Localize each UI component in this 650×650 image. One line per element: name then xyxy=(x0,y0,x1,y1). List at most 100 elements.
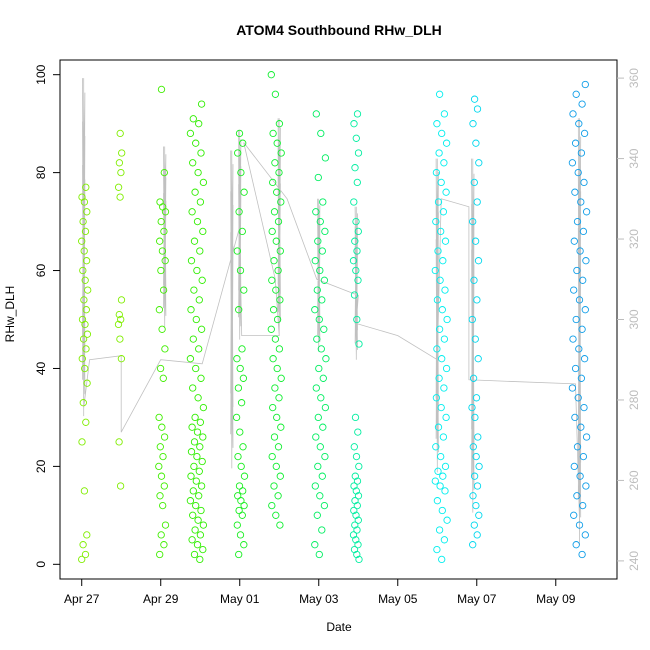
data-point xyxy=(439,208,448,216)
data-point xyxy=(234,149,242,157)
x-tick-label: May 09 xyxy=(536,592,576,606)
chart-title: ATOM4 Southbound RHw_DLH xyxy=(236,22,442,38)
data-point xyxy=(161,521,170,529)
data-point xyxy=(193,452,201,461)
data-point xyxy=(277,423,285,431)
data-point xyxy=(474,433,482,441)
data-point xyxy=(155,306,164,314)
data-point xyxy=(436,482,444,490)
data-point xyxy=(443,315,451,324)
data-point xyxy=(570,462,578,471)
data-point xyxy=(472,394,481,402)
data-point xyxy=(117,355,126,363)
data-point xyxy=(578,100,586,108)
data-point xyxy=(470,472,479,480)
data-point xyxy=(82,183,90,191)
data-point xyxy=(311,257,319,265)
data-point xyxy=(317,345,325,353)
data-point xyxy=(237,462,245,471)
data-point xyxy=(78,193,86,201)
data-point xyxy=(351,497,359,505)
data-point xyxy=(352,134,360,142)
data-point xyxy=(571,364,580,373)
data-point xyxy=(573,217,582,226)
data-point xyxy=(233,355,241,363)
data-point xyxy=(350,198,358,206)
data-point xyxy=(268,276,276,284)
data-point xyxy=(80,247,88,255)
data-point xyxy=(321,227,329,236)
data-point xyxy=(316,217,324,226)
data-point xyxy=(78,315,87,324)
data-point xyxy=(469,443,477,451)
data-point xyxy=(239,374,248,382)
data-point xyxy=(197,374,205,382)
data-point xyxy=(190,438,199,446)
data-point xyxy=(440,159,448,167)
data-point xyxy=(314,462,322,471)
data-point xyxy=(442,139,451,147)
data-point xyxy=(579,227,588,236)
data-point xyxy=(434,198,443,206)
data-point xyxy=(189,384,197,392)
data-point xyxy=(575,296,584,304)
data-point xyxy=(158,247,167,255)
data-point xyxy=(352,511,360,519)
data-point xyxy=(189,335,197,343)
data-point xyxy=(237,168,245,177)
data-point xyxy=(238,227,246,236)
data-point xyxy=(317,129,325,138)
data-point xyxy=(192,139,200,147)
data-point xyxy=(573,443,582,451)
data-point xyxy=(472,501,480,510)
data-point xyxy=(353,550,361,559)
data-point xyxy=(275,345,284,353)
data-point xyxy=(311,482,319,490)
data-point xyxy=(573,492,581,500)
data-point xyxy=(441,487,449,495)
data-point xyxy=(118,149,126,157)
data-point xyxy=(156,550,164,559)
data-point xyxy=(233,247,241,255)
y-tick-label: 80 xyxy=(34,166,48,180)
data-point xyxy=(354,227,362,236)
data-point xyxy=(191,526,199,534)
data-point xyxy=(442,413,450,422)
data-point xyxy=(82,418,90,426)
data-point xyxy=(271,335,280,343)
data-point xyxy=(195,467,203,475)
data-point xyxy=(470,178,478,187)
data-point xyxy=(440,384,448,392)
data-point xyxy=(268,501,276,510)
data-point xyxy=(432,394,441,402)
data-point xyxy=(236,531,245,539)
data-point xyxy=(78,438,86,446)
data-point xyxy=(354,541,362,549)
data-point xyxy=(353,477,362,485)
data-point xyxy=(277,149,285,157)
data-point xyxy=(240,472,249,480)
data-point xyxy=(197,100,206,108)
data-point xyxy=(192,364,200,373)
data-point xyxy=(79,266,87,275)
data-point xyxy=(116,335,124,343)
data-point xyxy=(581,531,589,539)
data-point xyxy=(576,472,584,480)
data-point xyxy=(156,443,164,451)
data-point xyxy=(321,154,330,162)
data-point xyxy=(436,276,444,284)
data-point xyxy=(235,306,243,314)
data-point xyxy=(437,452,445,461)
data-point xyxy=(316,443,324,451)
data-point xyxy=(443,516,451,524)
data-point xyxy=(352,217,360,226)
y2-tick-label: 320 xyxy=(627,229,641,249)
data-point xyxy=(579,276,587,284)
data-point xyxy=(272,511,280,519)
data-point xyxy=(471,413,479,422)
data-point xyxy=(350,482,358,490)
data-point xyxy=(319,198,327,206)
data-point xyxy=(574,394,582,402)
data-point xyxy=(267,71,275,79)
